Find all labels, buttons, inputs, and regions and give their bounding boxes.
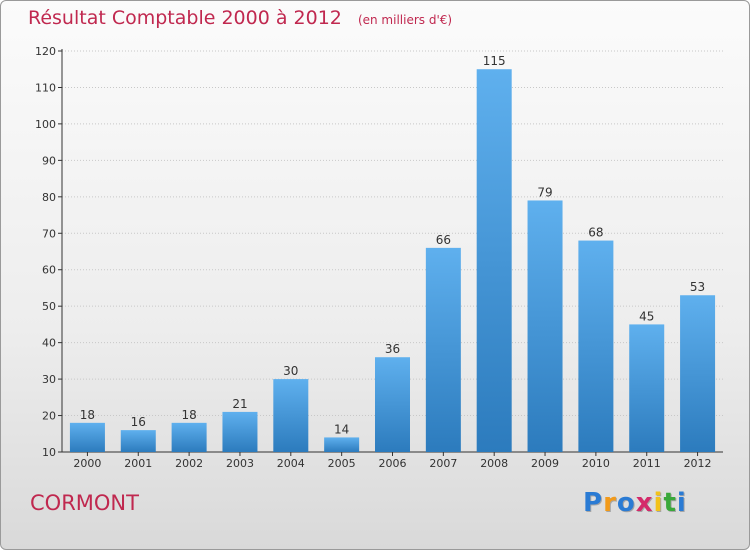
data-label: 68 bbox=[588, 226, 603, 240]
x-tick-label: 2009 bbox=[531, 457, 559, 470]
x-tick-label: 2012 bbox=[684, 457, 712, 470]
chart-title: Résultat Comptable 2000 à 2012 (en milli… bbox=[28, 7, 452, 29]
bar bbox=[476, 69, 512, 453]
bar bbox=[578, 240, 614, 452]
logo-letter: i bbox=[676, 488, 687, 518]
bar bbox=[222, 411, 258, 452]
data-label: 79 bbox=[537, 185, 552, 199]
bar bbox=[69, 422, 105, 452]
bar bbox=[324, 437, 360, 452]
x-tick-label: 2001 bbox=[124, 457, 152, 470]
data-label: 36 bbox=[385, 342, 400, 356]
bar bbox=[273, 379, 309, 452]
x-tick-label: 2010 bbox=[582, 457, 610, 470]
bar bbox=[120, 430, 156, 452]
y-tick-label: 50 bbox=[42, 300, 56, 313]
x-tick-label: 2006 bbox=[379, 457, 407, 470]
x-tick-label: 2004 bbox=[277, 457, 305, 470]
logo-letter: P bbox=[583, 488, 604, 518]
data-label: 66 bbox=[436, 233, 451, 247]
commune-name: CORMONT bbox=[30, 491, 139, 515]
y-tick-label: 60 bbox=[42, 264, 56, 277]
logo-letter: o bbox=[616, 488, 636, 518]
data-label: 18 bbox=[181, 408, 196, 422]
y-tick-label: 10 bbox=[42, 446, 56, 459]
data-label: 21 bbox=[232, 397, 247, 411]
y-tick-label: 100 bbox=[35, 118, 56, 131]
data-label: 30 bbox=[283, 364, 298, 378]
data-label: 45 bbox=[639, 309, 654, 323]
data-label: 115 bbox=[483, 54, 506, 68]
title-text: Résultat Comptable 2000 à 2012 bbox=[28, 7, 342, 29]
logo-letter: x bbox=[635, 488, 654, 518]
x-tick-label: 2011 bbox=[633, 457, 661, 470]
logo-letter: r bbox=[603, 488, 617, 518]
data-label: 18 bbox=[80, 408, 95, 422]
y-tick-label: 40 bbox=[42, 337, 56, 350]
x-tick-label: 2000 bbox=[73, 457, 101, 470]
y-tick-label: 120 bbox=[35, 45, 56, 58]
logo-letter: i bbox=[653, 488, 664, 518]
logo-letter: t bbox=[663, 488, 677, 518]
data-label: 14 bbox=[334, 422, 349, 436]
bar bbox=[171, 422, 207, 452]
bar bbox=[680, 295, 716, 452]
bar bbox=[527, 200, 563, 452]
y-tick-label: 20 bbox=[42, 410, 56, 423]
x-tick-label: 2007 bbox=[429, 457, 457, 470]
x-tick-label: 2005 bbox=[328, 457, 356, 470]
x-tick-label: 2003 bbox=[226, 457, 254, 470]
x-tick-label: 2002 bbox=[175, 457, 203, 470]
x-tick-label: 2008 bbox=[480, 457, 508, 470]
y-tick-label: 90 bbox=[42, 154, 56, 167]
data-label: 53 bbox=[690, 280, 705, 294]
bar bbox=[425, 247, 461, 452]
title-unit: (en milliers d'€) bbox=[357, 13, 453, 27]
data-label: 16 bbox=[131, 415, 146, 429]
y-tick-label: 110 bbox=[35, 81, 56, 94]
bar bbox=[375, 357, 410, 452]
y-tick-label: 80 bbox=[42, 191, 56, 204]
bar bbox=[629, 324, 665, 452]
proxiti-logo: Proxiti bbox=[583, 488, 687, 518]
y-tick-label: 30 bbox=[42, 373, 56, 386]
y-tick-label: 70 bbox=[42, 227, 56, 240]
